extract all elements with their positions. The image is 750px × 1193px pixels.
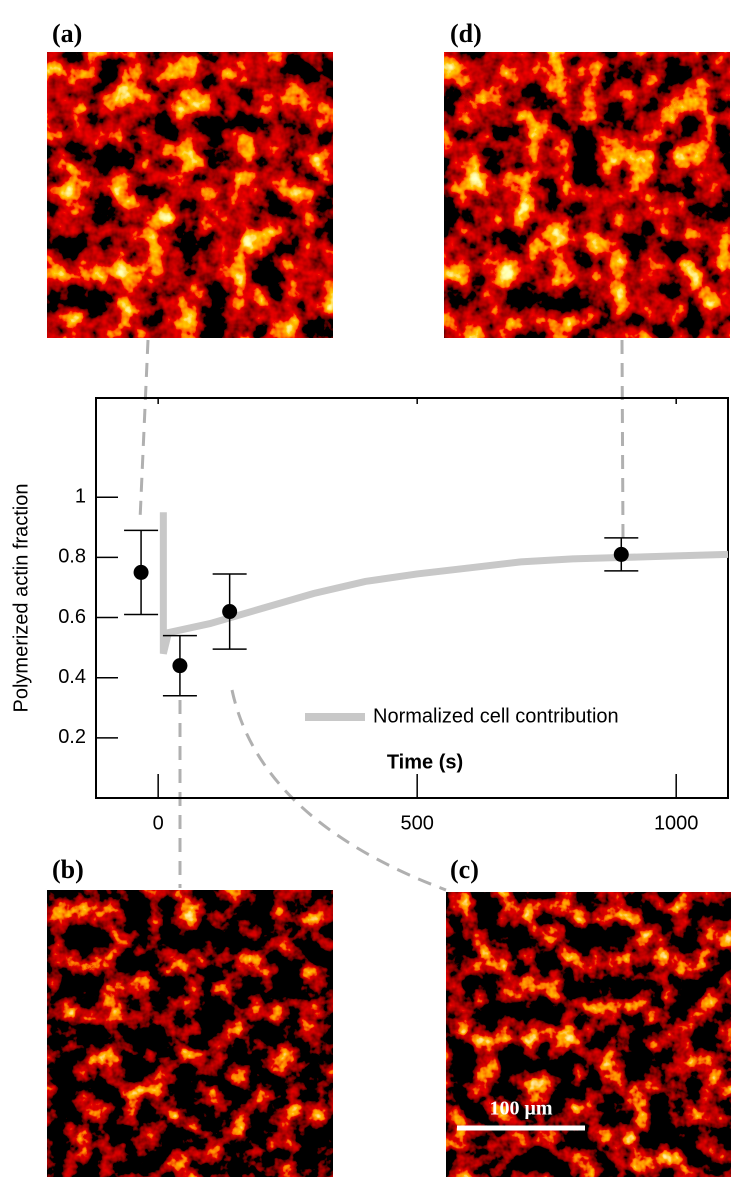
line bbox=[159, 512, 729, 655]
plot-frame bbox=[95, 397, 729, 799]
legend-label: Normalized cell contribution bbox=[373, 705, 619, 727]
connectors bbox=[138, 339, 625, 892]
point bbox=[133, 564, 149, 580]
y-tick-label: 0.6 bbox=[58, 606, 86, 628]
x-tick-label: 500 bbox=[400, 812, 433, 834]
panel-label: (c) bbox=[450, 855, 479, 884]
panel-label: (d) bbox=[450, 19, 482, 48]
x-tick-label: 0 bbox=[153, 812, 164, 834]
micrograph-a bbox=[47, 52, 333, 338]
y-tick-label: 1 bbox=[75, 486, 86, 508]
y-tick-label: 0.2 bbox=[58, 726, 86, 748]
y-axis-label: Polymerized actin fraction bbox=[10, 484, 32, 713]
point bbox=[613, 546, 629, 562]
panel-label: (b) bbox=[52, 855, 84, 884]
y-tick-label: 0.4 bbox=[58, 666, 86, 688]
y-tick-label: 0.8 bbox=[58, 546, 86, 568]
x-axis-label: Time (s) bbox=[387, 751, 463, 773]
micrograph-c bbox=[446, 892, 731, 1177]
micrograph-d bbox=[444, 52, 730, 338]
scale-bar-label: 100 μm bbox=[490, 1098, 553, 1120]
panel-label: (a) bbox=[52, 19, 82, 48]
point bbox=[222, 604, 238, 620]
micrograph-b bbox=[47, 890, 333, 1177]
point bbox=[172, 658, 188, 674]
x-tick-label: 1000 bbox=[654, 812, 699, 834]
